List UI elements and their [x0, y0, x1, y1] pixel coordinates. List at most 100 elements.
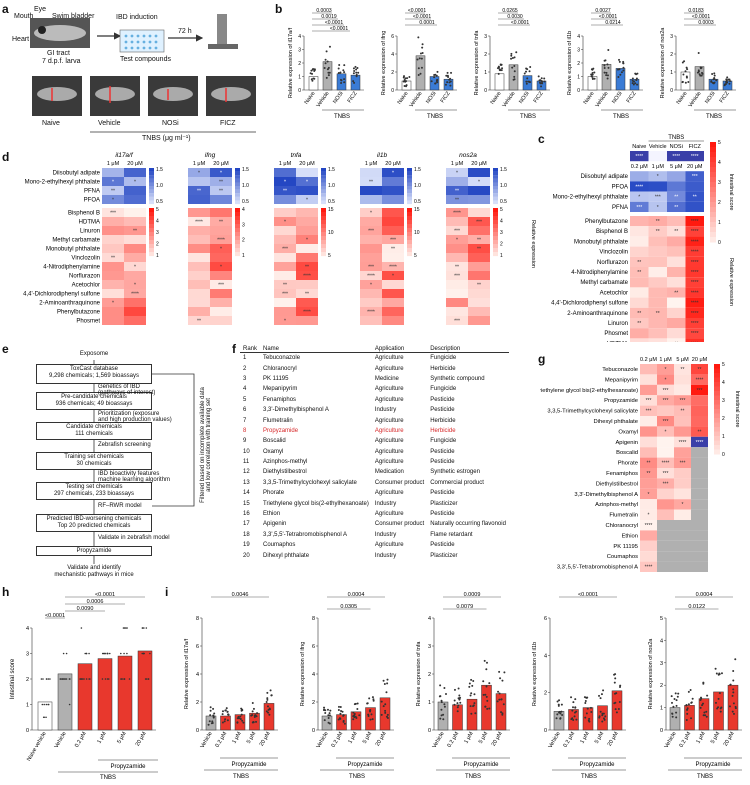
data-point — [312, 68, 315, 71]
data-point — [603, 71, 606, 74]
heat-cell — [210, 316, 232, 325]
data-point — [687, 703, 690, 706]
group-label: TNBS — [465, 774, 481, 780]
heat-cell — [640, 530, 657, 541]
colorbar-segment — [714, 427, 720, 432]
p-value: <0.0001 — [95, 592, 115, 598]
data-point — [685, 76, 688, 79]
data-point — [240, 713, 243, 716]
data-point — [453, 688, 456, 691]
data-point — [675, 711, 678, 714]
data-point — [704, 714, 707, 717]
data-point — [703, 711, 706, 714]
data-point — [719, 707, 722, 710]
category-label: Vehicle — [54, 731, 68, 749]
flow-step-validate-zf: Validate in zebrafish model — [98, 535, 170, 541]
heat-cell — [685, 277, 704, 288]
heat-cell — [640, 488, 657, 500]
heat-cell — [296, 244, 318, 253]
data-point — [358, 714, 361, 717]
data-point — [352, 80, 355, 83]
data-point — [602, 689, 605, 692]
data-point — [446, 81, 449, 84]
colorbar-segment — [714, 395, 720, 401]
heat-cell — [691, 457, 708, 468]
sig-star: ** — [477, 238, 481, 244]
sig-star: ** — [637, 321, 641, 327]
heat-cell — [296, 186, 318, 195]
data-point — [711, 81, 714, 84]
y-axis-label: Relative expression of nos2a — [648, 638, 654, 710]
data-point — [227, 713, 230, 716]
heat-cell — [124, 208, 146, 217]
panel-label-g: g — [538, 352, 546, 366]
p-value: 0.0305 — [340, 604, 357, 610]
data-point — [327, 714, 330, 717]
data-point — [443, 705, 446, 708]
tick-label: 4 — [26, 626, 29, 632]
heat-cell — [667, 318, 686, 329]
sig-star: **** — [131, 292, 139, 298]
conc-label: 1 μM — [652, 164, 665, 170]
heat-cell — [102, 195, 124, 204]
heat-cell — [382, 244, 404, 253]
data-point — [616, 68, 619, 71]
data-point — [208, 720, 211, 723]
colorbar-segment — [321, 244, 326, 249]
data-point — [469, 705, 472, 708]
col-name: Name — [260, 346, 372, 353]
colorbar-tick: 4 — [242, 207, 245, 213]
heat-cell — [296, 262, 318, 271]
data-point — [734, 658, 737, 661]
sig-star: * — [306, 180, 308, 186]
data-point — [255, 715, 258, 718]
heat-cell — [102, 226, 124, 235]
heat-cell — [124, 298, 146, 307]
data-point — [80, 627, 83, 629]
bar — [452, 704, 463, 731]
heat-cell — [446, 177, 468, 186]
data-point — [555, 717, 558, 720]
data-point — [338, 64, 341, 67]
bar — [727, 684, 739, 731]
data-point — [445, 74, 448, 77]
group-label: Propyzamide — [579, 762, 615, 768]
heat-cell — [382, 217, 404, 226]
heat-cell — [124, 271, 146, 280]
tick-label: 8 — [196, 616, 199, 622]
sig-star: *** — [368, 229, 374, 235]
colorbar-segment — [714, 391, 720, 396]
heat-cell — [188, 316, 210, 325]
data-point — [497, 65, 500, 68]
data-point — [421, 43, 424, 46]
data-point — [598, 716, 601, 719]
row-label: Mono-2-ethylhexyl phthalate — [25, 180, 101, 186]
data-point — [537, 75, 540, 78]
col-label: Vehicle — [649, 144, 667, 150]
sig-star: *** — [218, 283, 224, 289]
data-point — [572, 718, 575, 721]
data-point — [671, 715, 674, 718]
conc-label: 1 μM — [451, 161, 464, 167]
conc-label: 0.2 μM — [640, 357, 657, 363]
sig-star: *** — [454, 319, 460, 325]
heat-cell — [657, 395, 674, 406]
colorbar-tick: 1.0 — [500, 183, 507, 189]
panel-d-heatmaps: il17a/f1 μM 20 μM* ****1.51.00.5**********… — [23, 152, 536, 325]
data-point — [342, 719, 345, 722]
colorbar-segment — [710, 187, 716, 193]
row-label: PK 11195 — [613, 544, 638, 550]
data-point — [326, 68, 329, 71]
heat-cell — [685, 151, 704, 162]
data-point — [561, 713, 564, 716]
colorbar-segment — [710, 152, 716, 158]
data-point — [717, 697, 720, 700]
colorbar-segment — [493, 178, 498, 183]
data-point — [605, 74, 608, 77]
conc-label: 20 μM — [299, 161, 315, 167]
data-point — [310, 69, 313, 72]
data-point — [459, 701, 462, 704]
data-point — [685, 708, 688, 711]
group-label: Propyzamide — [231, 762, 267, 768]
